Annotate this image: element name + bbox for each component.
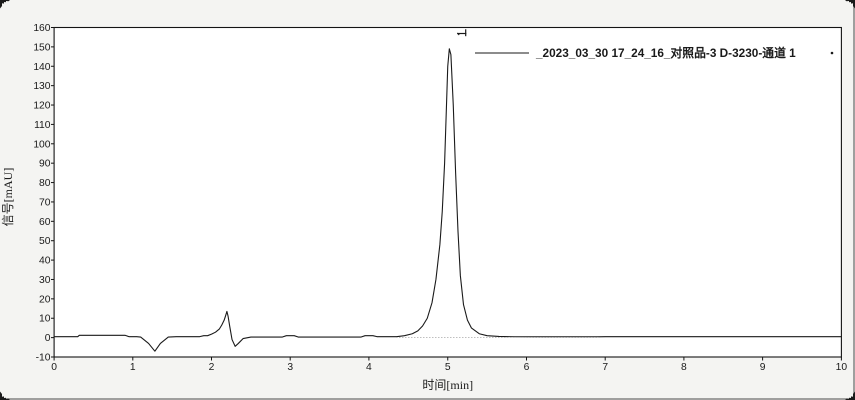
svg-text:40: 40 bbox=[39, 256, 51, 267]
svg-text:7: 7 bbox=[602, 362, 608, 373]
svg-text:70: 70 bbox=[39, 197, 51, 208]
svg-text:50: 50 bbox=[39, 236, 51, 247]
svg-text:30: 30 bbox=[39, 275, 51, 286]
svg-text:130: 130 bbox=[33, 81, 50, 92]
svg-text:1: 1 bbox=[130, 362, 136, 373]
svg-text:160: 160 bbox=[33, 23, 50, 34]
svg-text:信号[mAU]: 信号[mAU] bbox=[1, 168, 15, 227]
svg-text:0: 0 bbox=[51, 362, 57, 373]
svg-text:90: 90 bbox=[39, 159, 51, 170]
svg-text:80: 80 bbox=[39, 178, 51, 189]
svg-text:时间[min]: 时间[min] bbox=[422, 378, 473, 392]
svg-text:2: 2 bbox=[209, 362, 215, 373]
svg-text:4: 4 bbox=[366, 362, 372, 373]
svg-text:110: 110 bbox=[34, 120, 51, 131]
svg-text:150: 150 bbox=[33, 42, 50, 53]
svg-text:10: 10 bbox=[39, 314, 51, 325]
svg-text:3: 3 bbox=[287, 362, 293, 373]
svg-text:9: 9 bbox=[760, 362, 766, 373]
svg-text:-10: -10 bbox=[36, 353, 51, 364]
svg-text:8: 8 bbox=[681, 362, 687, 373]
svg-text:10: 10 bbox=[836, 362, 848, 373]
svg-text:0: 0 bbox=[45, 333, 51, 344]
svg-text:140: 140 bbox=[33, 62, 50, 73]
svg-text:100: 100 bbox=[33, 139, 50, 150]
svg-text:20: 20 bbox=[39, 294, 51, 305]
svg-text:_2023_03_30 17_24_16_对照品-3 D-3: _2023_03_30 17_24_16_对照品-3 D-3230-通道 1 bbox=[535, 46, 796, 60]
svg-text:120: 120 bbox=[33, 101, 50, 112]
svg-text:6: 6 bbox=[524, 362, 530, 373]
svg-text:60: 60 bbox=[39, 217, 51, 228]
svg-text:5: 5 bbox=[445, 362, 451, 373]
